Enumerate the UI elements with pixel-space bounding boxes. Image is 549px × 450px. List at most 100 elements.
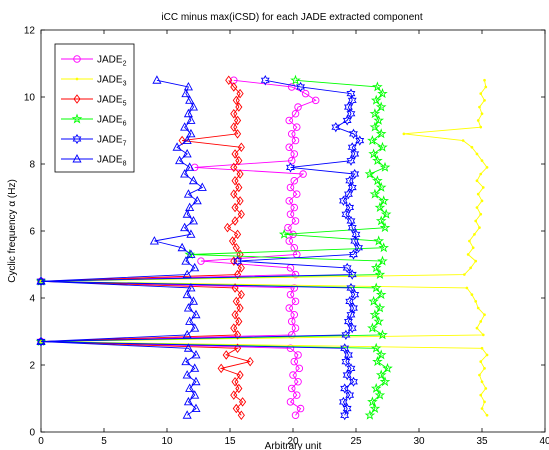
data-point [231, 283, 239, 293]
data-point [175, 155, 185, 165]
data-point [483, 400, 486, 404]
data-point [341, 329, 351, 341]
legend-marker [71, 113, 83, 124]
legend-entry: JADE8 [61, 154, 127, 168]
series-jade8 [36, 75, 207, 419]
data-point [341, 356, 351, 367]
legend-label-subscript: 6 [123, 121, 127, 128]
data-point [347, 142, 357, 153]
y-axis-label: Cyclic frequency α (Hz) [7, 179, 18, 283]
data-point [183, 303, 193, 312]
data-point [235, 316, 243, 327]
data-point [278, 228, 290, 239]
data-point [286, 210, 295, 218]
data-point [374, 389, 386, 400]
data-point [182, 209, 192, 218]
data-point [331, 122, 341, 133]
data-point [372, 155, 383, 166]
data-point [382, 362, 393, 373]
data-point [375, 101, 387, 112]
data-point [197, 182, 207, 191]
data-point [291, 411, 300, 420]
data-point [476, 119, 480, 122]
data-point [192, 195, 202, 205]
data-point [372, 81, 383, 92]
data-point [480, 112, 484, 116]
y-axis: 0 2 4 6 8 10 12 [24, 26, 545, 439]
data-point [485, 413, 489, 417]
data-point [237, 410, 245, 420]
x-axis-label: Arbitrary unit [265, 441, 322, 450]
data-point [377, 141, 388, 152]
data-point [287, 384, 296, 393]
data-point [374, 269, 386, 279]
data-point [186, 128, 196, 138]
data-point [290, 284, 299, 292]
data-point [284, 223, 292, 232]
x-tick-label: 0 [38, 436, 44, 447]
data-point [345, 296, 355, 307]
data-point [236, 370, 244, 380]
data-point [285, 143, 293, 151]
data-point [478, 226, 481, 229]
data-point [232, 243, 240, 253]
data-point [370, 262, 382, 273]
data-point [294, 378, 302, 386]
data-point [485, 353, 489, 357]
data-point [230, 390, 238, 400]
data-point [474, 259, 478, 263]
data-point [480, 199, 484, 203]
data-point [190, 262, 200, 272]
data-point [461, 139, 465, 142]
legend-label: JADE8 [97, 155, 127, 168]
x-tick-label: 35 [476, 436, 488, 447]
data-point [230, 189, 238, 199]
data-point [480, 346, 484, 350]
data-point [177, 242, 187, 252]
data-point [186, 249, 196, 258]
data-point [181, 356, 191, 366]
legend-entry: JADE3 [61, 75, 127, 88]
legend-label-subscript: 5 [123, 101, 127, 108]
series-jade6 [35, 74, 393, 420]
data-point [231, 176, 239, 186]
data-point [186, 283, 196, 292]
x-tick-label: 25 [350, 436, 362, 447]
series-line [40, 79, 204, 416]
legend-label: JADE5 [97, 95, 127, 108]
data-point [369, 121, 381, 132]
data-point [246, 356, 254, 367]
data-point [377, 255, 388, 266]
data-point [291, 270, 300, 279]
data-point [469, 266, 473, 270]
data-point [180, 169, 190, 178]
legend-label: JADE3 [97, 75, 127, 88]
data-point [178, 135, 186, 146]
data-point [185, 95, 195, 104]
data-point [346, 88, 356, 99]
data-point [478, 373, 481, 377]
data-point [377, 88, 388, 99]
data-point [367, 135, 378, 145]
data-point [36, 336, 46, 347]
legend-entry: JADE2 [61, 55, 127, 68]
data-point [483, 367, 486, 370]
data-point [237, 209, 245, 219]
data-point [369, 403, 381, 413]
data-point [294, 103, 302, 111]
data-point [484, 387, 488, 390]
series-line [40, 79, 389, 416]
data-point [339, 396, 348, 408]
data-point [231, 149, 239, 159]
series-jade5 [37, 75, 254, 420]
chart-title: iCC minus max(iCSD) for each JADE extrac… [161, 12, 422, 23]
data-point [182, 370, 192, 379]
data-point [483, 98, 486, 102]
data-point [483, 78, 486, 82]
data-point [233, 269, 242, 280]
data-point [475, 179, 479, 183]
data-point [182, 135, 192, 145]
data-point [373, 114, 384, 125]
data-point [369, 188, 381, 199]
data-point [290, 176, 299, 185]
